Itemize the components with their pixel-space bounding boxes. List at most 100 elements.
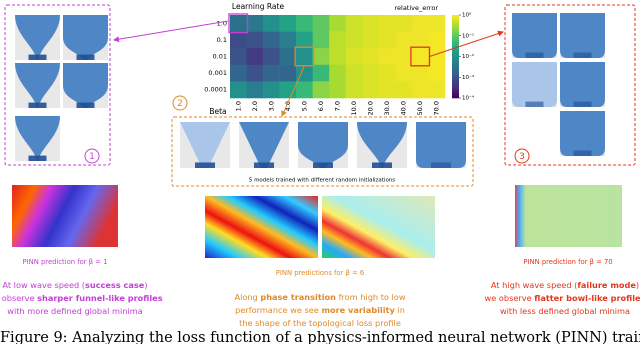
caption-text: ) — [636, 280, 639, 290]
heatmap-cell — [312, 15, 330, 32]
caption-line: At low wave speed (success case) — [2, 280, 147, 290]
loss-profile — [357, 122, 407, 168]
heatmap-cell — [296, 15, 313, 32]
column-label: 2.0 — [251, 101, 259, 111]
heatmap-cell — [329, 81, 347, 99]
colorbar-step — [452, 77, 459, 80]
heatmap-cell — [263, 64, 280, 82]
colorbar-step — [452, 35, 459, 39]
profile-base — [313, 162, 333, 168]
column-label: 5.0 — [300, 101, 308, 111]
colorbar-step — [452, 44, 459, 47]
profile-base — [573, 101, 592, 107]
profile-base — [372, 162, 392, 168]
heatmap-cell — [230, 81, 247, 99]
heatmap-cell — [411, 81, 429, 99]
number-circle — [514, 148, 530, 164]
y-axis-title: Learning Rate — [232, 2, 285, 11]
colorbar-step — [452, 48, 459, 51]
pinn-label: PINN predictions for β = 6 — [276, 269, 364, 277]
row-label: 0.001 — [208, 69, 227, 77]
colorbar-step — [452, 54, 459, 57]
heatmap-cell — [312, 81, 330, 99]
caption-text: more variability — [321, 305, 395, 315]
pinn-prediction — [322, 196, 435, 258]
colorbar-step — [452, 93, 459, 97]
pinn-prediction — [12, 185, 118, 247]
heatmap-cell — [362, 48, 380, 66]
colorbar-step — [452, 25, 459, 28]
colorbar-title: relative_error — [394, 4, 438, 12]
heatmap-cell — [345, 48, 363, 66]
caption-line: performance we see more variability in — [235, 305, 405, 315]
heatmap-cell — [312, 64, 330, 82]
heatmap-cell — [246, 15, 264, 32]
colorbar-step — [452, 52, 459, 55]
caption-line: we observe flatter bowl-like profiles — [485, 293, 640, 303]
heatmap-cell — [230, 15, 247, 32]
profile-base — [431, 162, 451, 168]
colorbar-step — [452, 15, 459, 18]
caption-text: sharper funnel-like profiles — [37, 293, 163, 303]
pinn-label: PINN prediction for β = 70 — [523, 258, 612, 266]
profile-base — [573, 150, 592, 156]
caption-text: the shape of the topological loss profil… — [239, 318, 401, 328]
caption-text: phase transition — [260, 292, 336, 302]
colorbar-step — [452, 71, 459, 74]
panel-note: 5 models trained with different random i… — [249, 178, 395, 184]
heatmap-cell — [246, 31, 264, 49]
panel-box — [171, 116, 474, 187]
colorbar-step — [452, 83, 459, 86]
heatmap-cell — [263, 48, 280, 66]
heatmap-cell — [279, 31, 297, 49]
profile-base — [76, 102, 95, 108]
heatmap-cell — [230, 64, 247, 82]
heatmap-cell — [428, 15, 446, 32]
caption-text: we observe — [0, 293, 37, 303]
colorbar-step — [452, 62, 459, 66]
caption-text: in — [395, 305, 405, 315]
heatmap-cell — [263, 15, 280, 32]
colorbar-step — [452, 75, 459, 78]
heatmap-cell — [263, 81, 280, 99]
heatmap-cell — [362, 31, 380, 49]
colorbar-tick-label: 10⁻⁴ — [462, 95, 475, 102]
caption-line: with more defined global minima — [7, 306, 142, 316]
heatmap-cell — [378, 48, 396, 66]
caption-line: we observe sharper funnel-like profiles — [0, 293, 163, 303]
heatmap-cell — [428, 48, 446, 66]
pinn-label: PINN prediction for β = 1 — [23, 258, 108, 266]
caption-text: success case — [85, 280, 145, 290]
colorbar-step — [452, 64, 459, 68]
colorbar-step — [452, 60, 459, 64]
panel-number: 1 — [89, 152, 95, 162]
loss-profile — [560, 111, 605, 156]
column-label: 30.0 — [383, 101, 391, 115]
loss-profile — [416, 122, 466, 168]
x-axis-title: Beta — [209, 107, 226, 116]
heatmap-cell — [279, 64, 297, 82]
loss-profile — [180, 122, 230, 168]
caption-text: with more defined global minima — [7, 306, 142, 316]
row-label: 1.0 — [217, 19, 227, 27]
loss-profile — [560, 62, 605, 107]
caption-text: Along — [234, 292, 260, 302]
highlight-box — [228, 13, 249, 34]
heatmap-cell — [395, 81, 413, 99]
colorbar-step — [452, 27, 459, 30]
column-label: 4.0 — [284, 101, 292, 111]
heatmap-cell — [428, 31, 446, 49]
heatmap-cell — [345, 15, 363, 32]
heatmap-cell — [345, 81, 363, 99]
heatmap-cell — [362, 64, 380, 82]
colorbar-step — [452, 50, 459, 53]
colorbar-step — [452, 17, 459, 20]
column-label: 50.0 — [416, 101, 424, 115]
column-label: 3.0 — [267, 101, 275, 111]
colorbar-step — [452, 89, 459, 93]
caption-text: ) — [144, 280, 147, 290]
arrow — [113, 20, 229, 43]
heatmap-cell — [296, 48, 313, 66]
colorbar-tick-label: 10⁰ — [462, 12, 472, 19]
profile-base — [76, 54, 95, 60]
